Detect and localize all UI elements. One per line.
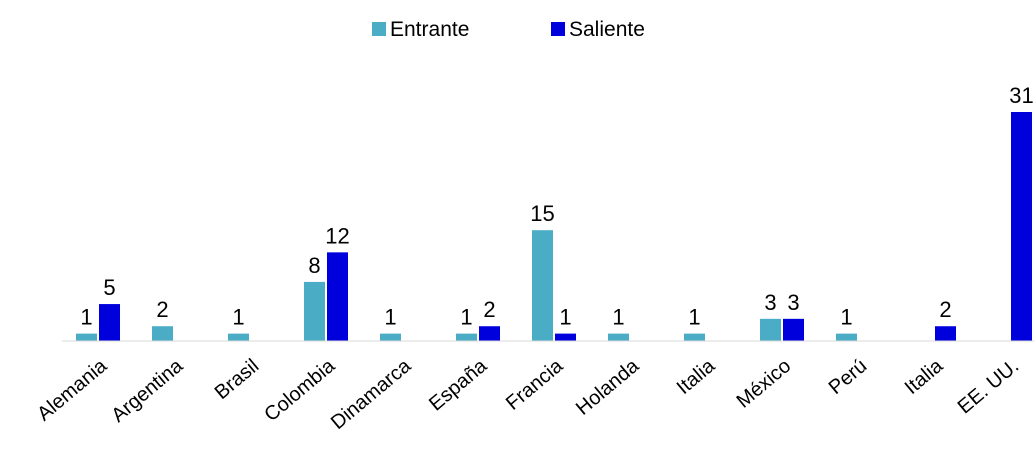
x-tick-label: México [733,355,796,413]
x-tick-label: España [425,354,492,415]
data-label-entrante: 3 [764,290,776,315]
bar-entrante [380,333,401,341]
data-label-entrante: 1 [80,305,92,330]
data-label-entrante: 8 [308,253,320,278]
bar-entrante [152,326,173,341]
x-tick-label: Argentina [107,354,187,426]
x-tick-label: EE. UU. [954,355,1023,418]
x-tick-label: Holanda [572,354,644,419]
bar-entrante [532,230,553,341]
x-tick-label: Alemania [33,354,112,425]
bar-saliente [1011,112,1032,341]
bar-entrante [608,333,629,341]
legend-label-saliente: Saliente [569,18,645,41]
bar-entrante [228,333,249,341]
data-label-saliente: 2 [939,297,951,322]
data-label-saliente: 5 [103,275,115,300]
data-label-saliente: 31 [1009,83,1033,108]
data-label-entrante: 1 [612,305,624,330]
bar-saliente [935,326,956,341]
legend-swatch-entrante [372,22,386,36]
data-label-entrante: 2 [156,297,168,322]
bars [76,112,1032,341]
data-label-saliente: 1 [559,305,571,330]
bar-entrante [76,333,97,341]
x-tick-label: Francia [502,354,568,414]
bar-saliente [479,326,500,341]
data-label-entrante: 1 [460,305,472,330]
x-tick-label: Brasil [211,355,263,404]
legend-label-entrante: Entrante [390,18,469,41]
bar-entrante [304,281,325,341]
data-label-saliente: 2 [483,297,495,322]
bar-saliente [99,304,120,341]
data-label-entrante: 1 [384,305,396,330]
legend: Entrante Saliente [372,18,645,41]
x-tick-label: Dinamarca [327,354,416,434]
data-label-entrante: 15 [530,201,554,226]
x-tick-label: Italia [901,354,948,399]
data-label-entrante: 1 [688,305,700,330]
bar-entrante [760,318,781,341]
bar-saliente [327,252,348,341]
data-label-saliente: 3 [787,290,799,315]
data-label-entrante: 1 [840,305,852,330]
x-tick-label: Italia [673,354,720,399]
data-label-saliente: 12 [325,223,349,248]
bar-entrante [836,333,857,341]
legend-swatch-saliente [551,22,565,36]
bar-entrante [684,333,705,341]
bar-saliente [783,318,804,341]
x-tick-label: Perú [825,355,872,399]
bar-entrante [456,333,477,341]
bar-saliente [555,333,576,341]
data-label-entrante: 1 [232,305,244,330]
